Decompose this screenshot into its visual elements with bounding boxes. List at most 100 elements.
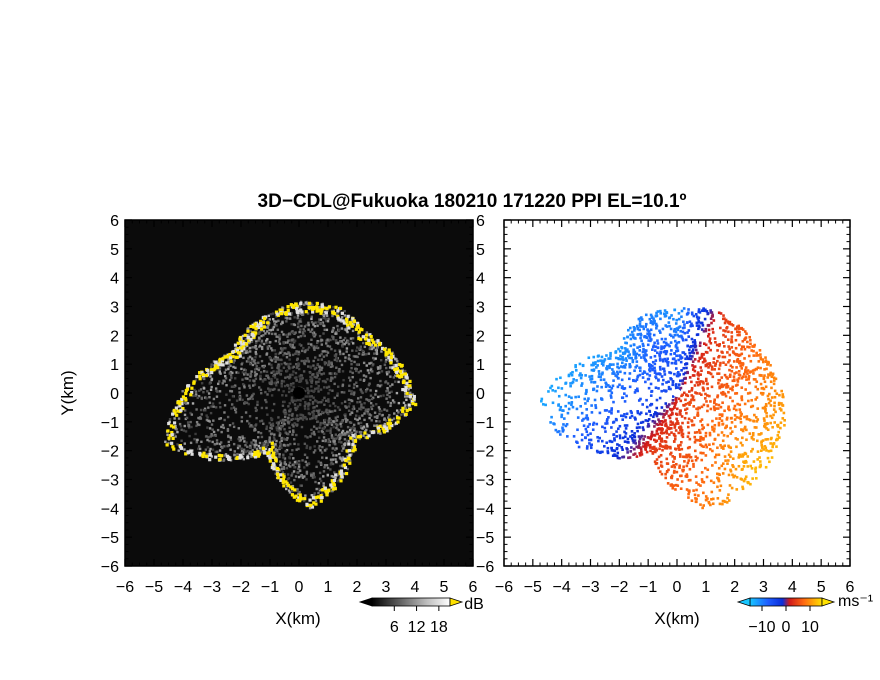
reflectivity-cell <box>240 447 243 450</box>
velocity-cell <box>649 449 652 453</box>
velocity-cell <box>609 389 612 392</box>
velocity-cell <box>718 364 722 367</box>
velocity-cell <box>570 396 573 400</box>
velocity-cell <box>654 447 658 451</box>
reflectivity-edge-cell <box>190 452 194 456</box>
reflectivity-cell <box>343 336 347 340</box>
reflectivity-cell <box>270 381 274 384</box>
velocity-cell <box>646 425 650 428</box>
reflectivity-cell <box>247 402 250 406</box>
reflectivity-cell <box>381 413 384 417</box>
reflectivity-cell <box>328 388 332 392</box>
reflectivity-cell <box>310 343 313 346</box>
reflectivity-cell <box>305 472 309 475</box>
reflectivity-cell <box>229 389 232 393</box>
velocity-cell <box>765 411 768 415</box>
velocity-cell <box>607 416 610 419</box>
velocity-cell <box>693 449 697 453</box>
reflectivity-cell <box>270 427 274 430</box>
velocity-cell <box>739 411 742 414</box>
reflectivity-cell <box>274 443 277 446</box>
reflectivity-cell <box>209 447 212 451</box>
velocity-cell <box>638 412 642 416</box>
reflectivity-cell <box>281 306 284 309</box>
velocity-cell <box>752 345 756 348</box>
velocity-cell <box>672 464 675 467</box>
reflectivity-cell <box>298 403 302 407</box>
velocity-cell <box>731 464 734 467</box>
reflectivity-cell <box>401 368 404 372</box>
y-tick-label: −5 <box>101 530 119 547</box>
reflectivity-cell <box>353 435 357 439</box>
reflectivity-cell <box>270 371 273 375</box>
velocity-cell <box>698 406 702 410</box>
y-tick-label: 6 <box>110 213 119 230</box>
reflectivity-cell <box>331 458 335 461</box>
reflectivity-cell <box>291 330 294 333</box>
reflectivity-cell <box>270 394 274 397</box>
velocity-cell <box>617 366 621 370</box>
velocity-cell <box>754 385 758 389</box>
velocity-cell <box>662 416 665 419</box>
velocity-cell <box>711 464 714 467</box>
reflectivity-cell <box>331 451 334 454</box>
velocity-cell <box>666 361 669 365</box>
reflectivity-cell <box>277 352 281 355</box>
reflectivity-cell <box>318 371 321 375</box>
reflectivity-cell <box>277 364 281 368</box>
reflectivity-cell <box>168 417 172 421</box>
velocity-cell <box>676 419 679 423</box>
reflectivity-cell <box>276 378 279 381</box>
velocity-cell <box>706 468 710 472</box>
velocity-cell <box>745 415 749 418</box>
velocity-cell <box>698 356 702 360</box>
reflectivity-cell <box>177 417 181 420</box>
velocity-cell <box>702 491 705 495</box>
velocity-cell <box>750 398 753 402</box>
reflectivity-edge-cell <box>214 455 218 459</box>
reflectivity-edge-cell <box>257 325 261 330</box>
velocity-cell <box>733 414 737 417</box>
reflectivity-cell <box>350 453 353 456</box>
velocity-cell <box>633 391 637 394</box>
velocity-cell <box>736 378 739 382</box>
reflectivity-edge-cell <box>246 329 250 333</box>
reflectivity-cell <box>351 349 354 352</box>
reflectivity-cell <box>325 464 329 467</box>
reflectivity-cell <box>341 342 345 345</box>
velocity-cell <box>614 351 618 354</box>
velocity-cell <box>544 403 547 407</box>
x-tick-label: −6 <box>116 579 134 596</box>
velocity-cell <box>694 458 698 462</box>
velocity-cell <box>615 430 618 433</box>
velocity-cell <box>712 361 715 364</box>
velocity-cell <box>738 330 741 334</box>
reflectivity-cell <box>309 378 312 382</box>
reflectivity-cell <box>283 341 287 344</box>
velocity-cell <box>603 409 607 412</box>
velocity-cell <box>564 381 568 385</box>
velocity-cell <box>654 345 658 349</box>
reflectivity-edge-cell <box>217 453 221 457</box>
velocity-cell <box>630 356 633 360</box>
velocity-cell <box>679 487 683 491</box>
reflectivity-cell <box>209 388 213 392</box>
reflectivity-cell <box>359 425 363 428</box>
velocity-cell <box>644 380 647 384</box>
velocity-cell <box>689 324 693 327</box>
reflectivity-edge-cell <box>370 338 374 342</box>
velocity-cell <box>695 321 699 325</box>
reflectivity-cell <box>318 377 321 381</box>
reflectivity-cell <box>195 420 199 424</box>
reflectivity-cell <box>284 418 287 422</box>
velocity-cell <box>658 412 661 415</box>
velocity-cell <box>635 387 639 391</box>
velocity-cell <box>669 352 673 356</box>
reflectivity-edge-cell <box>242 345 246 349</box>
velocity-cell <box>751 369 755 372</box>
velocity-cell <box>729 446 733 450</box>
velocity-cell <box>685 355 689 358</box>
velocity-cell <box>616 451 620 455</box>
velocity-cell <box>652 415 655 419</box>
velocity-cell <box>720 383 723 387</box>
